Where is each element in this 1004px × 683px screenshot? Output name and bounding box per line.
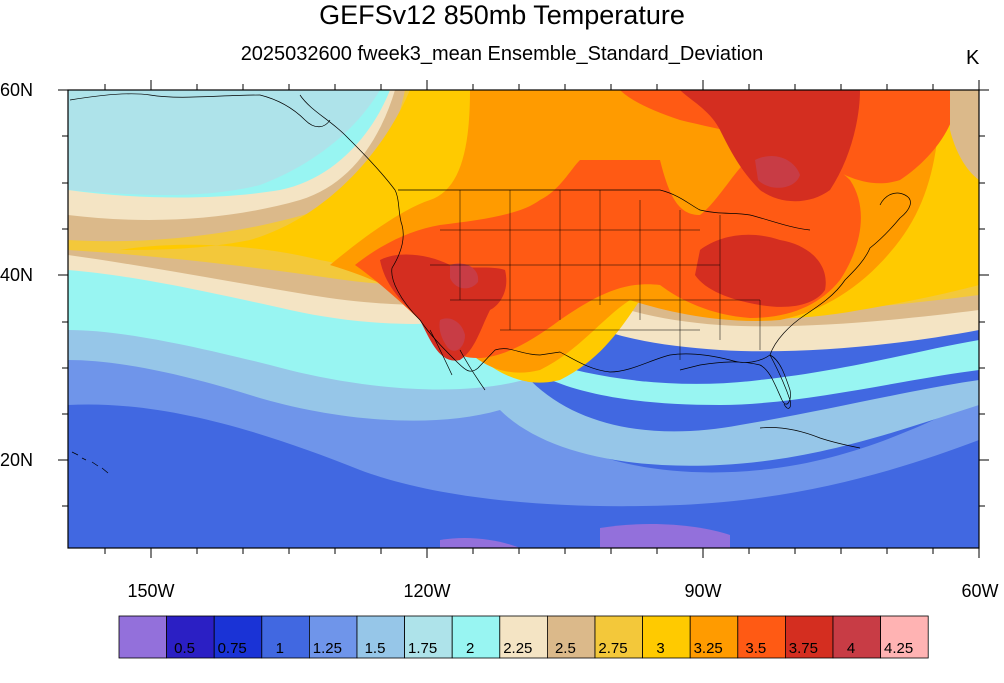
lat-label-40n: 40N: [0, 265, 34, 285]
coastline-hawaii: [71, 451, 109, 474]
colorbar-label: 1.5: [364, 640, 386, 657]
colorbar-box: [689, 615, 739, 659]
colorbar-box: [785, 615, 834, 659]
colorbar-box: [166, 615, 215, 659]
colorbar-box: [308, 615, 358, 659]
plot-frame: [67, 89, 980, 549]
colorbar-label: 4: [846, 640, 856, 657]
lat-label-60n: 60N: [0, 80, 34, 100]
colorbar-label: 2.5: [554, 640, 576, 657]
lon-label-90w: 90W: [684, 581, 722, 601]
units-label: K: [966, 47, 980, 69]
colorbar-label: 4.25: [883, 640, 914, 657]
coastlines: [69, 93, 911, 474]
colorbar-box: [642, 615, 691, 659]
colorbar-box: [451, 615, 501, 659]
colorbar-label: 1.25: [312, 640, 342, 657]
lon-ticks: [104, 80, 980, 558]
colorbar-label: 2.25: [503, 640, 533, 657]
colorbar-label: 2.75: [598, 640, 628, 657]
colorbar-label: 3.5: [745, 640, 767, 657]
contour-band-21: [440, 537, 520, 548]
map-subtitle: 2025032600 fweek3_mean Ensemble_Standard…: [240, 43, 764, 65]
lon-label-120w: 120W: [403, 581, 451, 601]
colorbar-label: 2: [466, 640, 475, 657]
colorbar-box: [547, 615, 596, 659]
colorbar-label: 1: [275, 640, 284, 657]
contour-band-18: [450, 263, 479, 289]
lon-label-150w: 150W: [127, 581, 175, 601]
colorbar-box: [832, 615, 881, 659]
colorbar-box: [261, 615, 310, 659]
colorbar-label: 3: [656, 640, 665, 657]
colorbar-label: 1.75: [407, 640, 438, 657]
colorbar-box: [356, 615, 405, 659]
colorbar-label: 0.75: [217, 640, 247, 657]
contour-band-16: [755, 155, 800, 188]
colorbar-label: 3.75: [788, 640, 818, 657]
contour-band-5: [68, 90, 380, 195]
contour-band-19: [950, 90, 979, 180]
coastline-cuba: [759, 427, 861, 449]
lon-label-60w: 60W: [961, 581, 999, 601]
map-title: GEFSv12 850mb Temperature: [319, 0, 685, 30]
us-state-lines: [430, 190, 761, 360]
coastline-florida: [769, 354, 791, 409]
coastline-baja: [429, 329, 486, 391]
colorbar: [118, 615, 929, 659]
contour-band-14: [695, 234, 826, 307]
colorbar-box: [594, 615, 643, 659]
contour-band-4: [68, 90, 979, 405]
contour-band-17: [439, 318, 465, 351]
colorbar-box: [118, 615, 167, 659]
filled-contours: [68, 90, 979, 548]
lat-label-20n: 20N: [0, 450, 34, 470]
contour-band-20: [600, 524, 730, 548]
colorbar-label: 3.25: [693, 640, 723, 657]
coastline-east: [769, 192, 911, 356]
us-border-north: [398, 189, 811, 231]
colorbar-box: [880, 615, 929, 659]
coastline-alaska: [69, 93, 331, 128]
colorbar-box: [499, 615, 548, 659]
contour-band-13: [680, 90, 860, 202]
lat-ticks: [58, 89, 989, 507]
colorbar-label: 0.5: [174, 640, 196, 657]
